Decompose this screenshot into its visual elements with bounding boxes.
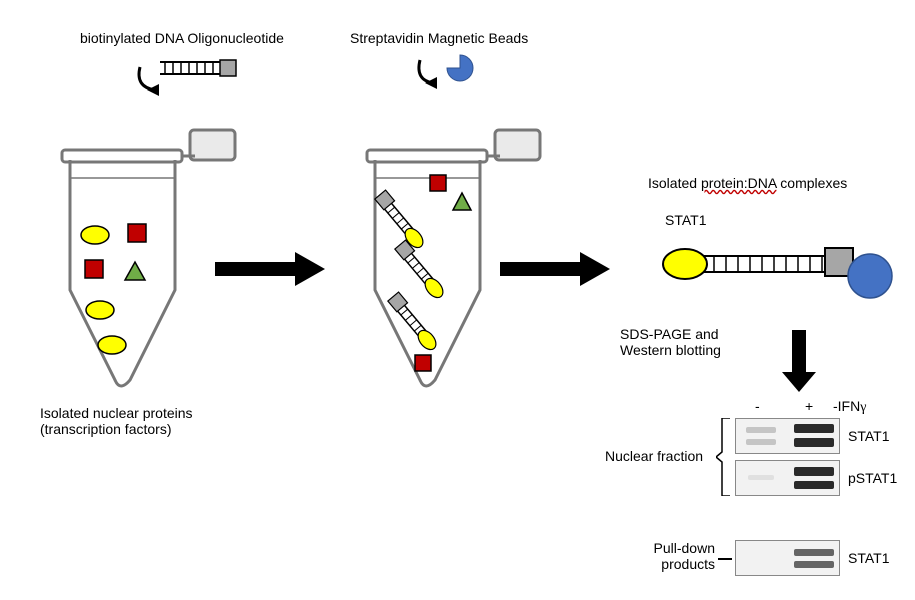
isolated-nuclear-line2: (transcription factors)	[40, 421, 193, 437]
wb-panel-pulldown	[735, 540, 840, 576]
band-pulldown-lower	[794, 561, 834, 568]
isolated-complex-label: Isolated protein:DNA complexes	[648, 175, 847, 191]
isolated-complex-diagram	[620, 228, 900, 308]
oligo-icon	[125, 52, 245, 107]
complex-prefix: Isolated	[648, 175, 701, 191]
band-stat1-plus-lower	[794, 438, 834, 447]
arrow-3	[782, 330, 816, 395]
biotinylated-label: biotinylated DNA Oligonucleotide	[80, 30, 284, 46]
band-stat1-plus-upper	[794, 424, 834, 433]
arrow-1	[215, 252, 330, 286]
sds-line1: SDS-PAGE and	[620, 326, 721, 342]
pulldown-line2: products	[645, 556, 715, 572]
complex-suffix: complexes	[776, 175, 847, 191]
sds-line2: Western blotting	[620, 342, 721, 358]
bead-icon	[405, 48, 485, 93]
wb-panel-stat1	[735, 418, 840, 454]
band-pstat1-plus-lower	[794, 481, 834, 489]
band-pulldown-upper	[794, 549, 834, 556]
isolated-nuclear-label: Isolated nuclear proteins (transcription…	[40, 405, 193, 437]
ifny-label: -IFNγ	[833, 398, 866, 416]
pulldown-line1: Pull-down	[645, 540, 715, 556]
isolated-nuclear-line1: Isolated nuclear proteins	[40, 405, 193, 421]
lane-plus: +	[805, 398, 813, 414]
wb-pstat1-label: pSTAT1	[848, 470, 897, 486]
ifny-text: -IFN	[833, 398, 860, 414]
wb-panel-pstat1	[735, 460, 840, 496]
wb-stat1-bottom-label: STAT1	[848, 550, 890, 566]
nuclear-fraction-label: Nuclear fraction	[605, 448, 703, 464]
band-stat1-minus-lower	[746, 439, 776, 445]
band-stat1-minus-upper	[746, 427, 776, 433]
pulldown-dash	[718, 556, 732, 562]
band-pstat1-minus	[748, 475, 774, 480]
pulldown-label: Pull-down products	[645, 540, 715, 572]
lane-minus: -	[755, 398, 760, 414]
nuclear-bracket	[716, 418, 734, 496]
arrow-2	[500, 252, 615, 286]
streptavidin-label: Streptavidin Magnetic Beads	[350, 30, 528, 46]
wb-stat1-label: STAT1	[848, 428, 890, 444]
complex-underlined: protein:DNA	[701, 175, 776, 191]
stat1-top-label: STAT1	[665, 212, 707, 228]
sds-page-label: SDS-PAGE and Western blotting	[620, 326, 721, 358]
band-pstat1-plus-upper	[794, 467, 834, 476]
